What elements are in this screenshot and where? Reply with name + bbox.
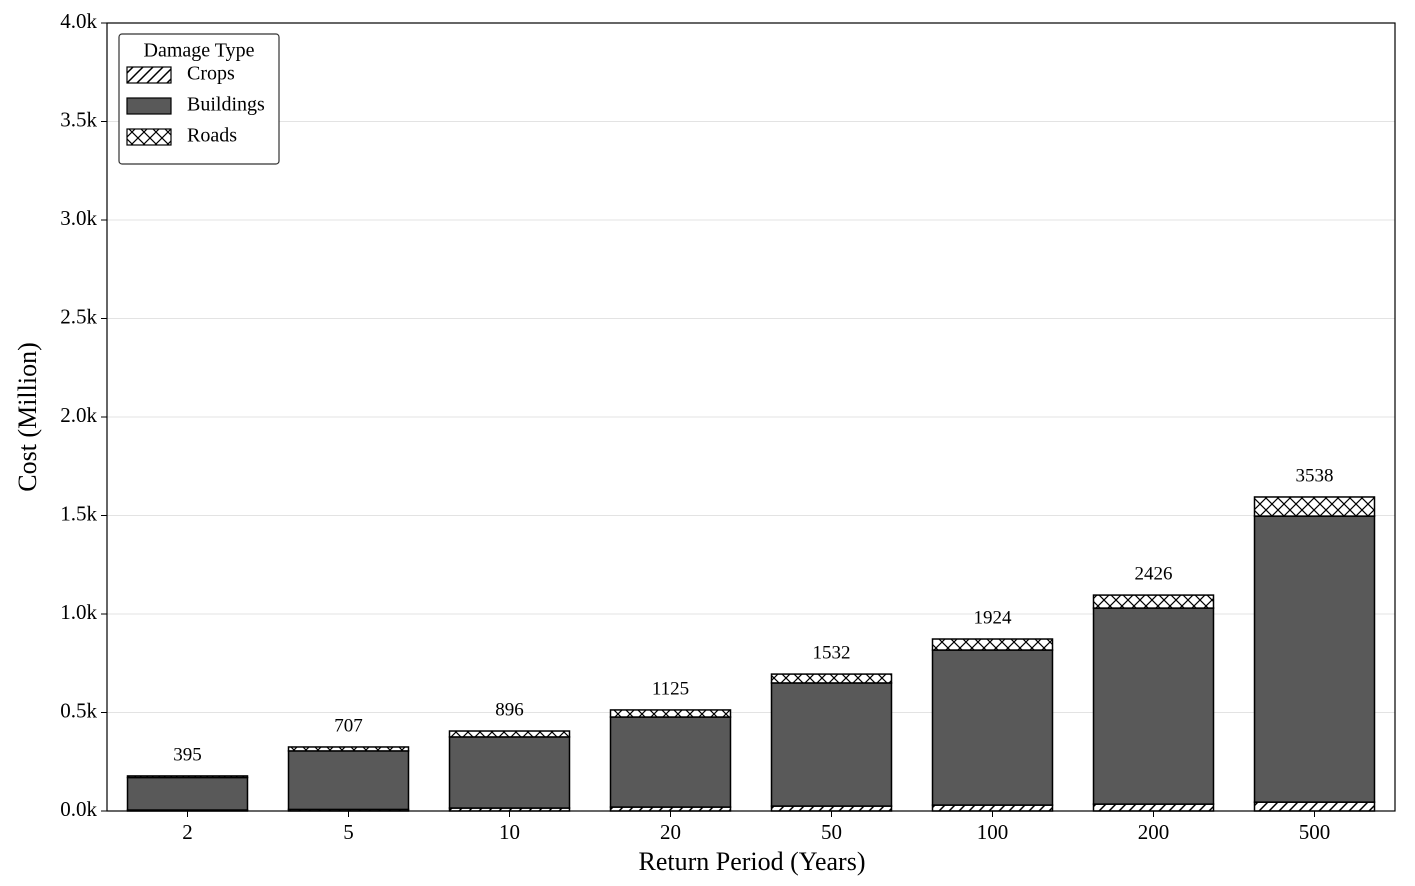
legend-label: Crops	[187, 63, 235, 85]
bar-segment	[931, 638, 1054, 651]
bar-segment	[770, 673, 893, 684]
bar-segment	[126, 775, 249, 779]
legend-swatch	[126, 66, 172, 84]
y-tick-label: 1.5k	[60, 501, 97, 525]
y-tick-label: 2.5k	[60, 304, 97, 328]
bar-segment	[287, 750, 410, 811]
x-tick-label: 100	[977, 820, 1009, 844]
y-tick-label: 1.0k	[60, 600, 97, 624]
bar-segment	[1092, 594, 1215, 609]
total-annotation: 3538	[1296, 465, 1334, 486]
x-axis-label: Return Period (Years)	[639, 847, 866, 876]
legend-title: Damage Type	[144, 40, 255, 62]
y-tick-label: 4.0k	[60, 9, 97, 33]
bar-segment	[1253, 515, 1376, 803]
legend-swatch	[126, 97, 172, 115]
y-tick-label: 0.0k	[60, 797, 97, 821]
bar-segment	[1092, 607, 1215, 805]
bar-segment	[931, 649, 1054, 806]
plot-frame	[106, 22, 1396, 812]
bar-segment	[1092, 803, 1215, 812]
total-annotation: 2426	[1135, 563, 1173, 584]
x-tick-label: 10	[499, 820, 520, 844]
total-annotation: 395	[173, 744, 202, 765]
total-annotation: 1924	[974, 607, 1013, 628]
bar-segment	[448, 736, 571, 809]
legend-label: Buildings	[187, 94, 265, 116]
bar-segment	[126, 776, 249, 811]
legend-swatch	[126, 128, 172, 146]
bar-segment	[448, 730, 571, 738]
total-annotation: 1125	[652, 678, 689, 699]
bar-segment	[1253, 496, 1376, 517]
bar-segment	[1253, 801, 1376, 812]
y-tick-label: 2.0k	[60, 403, 97, 427]
y-axis-label: Cost (Million)	[13, 342, 42, 492]
total-annotation: 1532	[813, 642, 851, 663]
x-tick-label: 200	[1138, 820, 1170, 844]
total-annotation: 896	[495, 699, 524, 720]
bar-segment	[609, 709, 732, 718]
y-tick-label: 3.0k	[60, 206, 97, 230]
y-tick-label: 3.5k	[60, 107, 97, 131]
bar-segment	[931, 804, 1054, 812]
legend-label: Roads	[187, 125, 237, 147]
total-annotation: 707	[334, 715, 363, 736]
y-tick-label: 0.5k	[60, 698, 97, 722]
x-tick-label: 2	[182, 820, 193, 844]
x-tick-label: 5	[343, 820, 354, 844]
bar-segment	[609, 716, 732, 808]
x-tick-label: 50	[821, 820, 842, 844]
bar-segment	[287, 746, 410, 752]
bar-segment	[770, 682, 893, 807]
x-tick-label: 500	[1299, 820, 1331, 844]
x-tick-label: 20	[660, 820, 681, 844]
